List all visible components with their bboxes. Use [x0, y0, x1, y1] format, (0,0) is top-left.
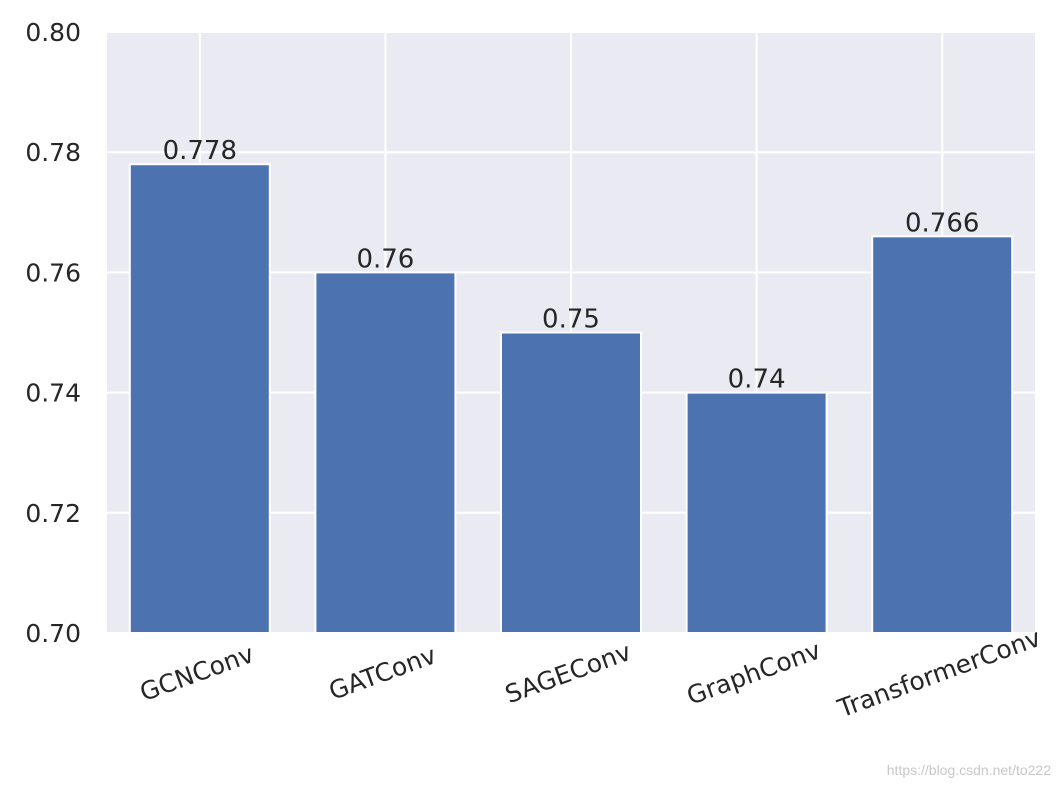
y-tick-label: 0.74 [25, 379, 81, 408]
bars [128, 163, 1014, 634]
y-tick-label: 0.72 [25, 499, 81, 528]
bar-value-label: 0.766 [905, 208, 979, 238]
bar [685, 391, 828, 634]
x-tick-label: GATConv [325, 640, 440, 706]
watermark: https://blog.csdn.net/to222 [886, 762, 1051, 778]
bar-value-label: 0.74 [728, 365, 786, 395]
bar-value-label: 0.75 [542, 305, 600, 335]
y-tick-label: 0.70 [25, 619, 81, 648]
bar [500, 331, 642, 634]
y-axis-ticks: 0.70 0.72 0.74 0.76 0.78 0.80 [25, 18, 81, 648]
bar [128, 163, 271, 634]
bar [314, 271, 457, 634]
bar [871, 235, 1014, 634]
y-tick-label: 0.78 [25, 138, 81, 167]
y-tick-label: 0.80 [25, 18, 81, 47]
x-tick-label: GCNConv [136, 639, 258, 707]
y-tick-label: 0.76 [25, 258, 81, 287]
data-labels: 0.778 0.76 0.75 0.74 0.766 [163, 136, 980, 394]
bar-value-label: 0.76 [356, 244, 414, 274]
x-tick-label: SAGEConv [501, 637, 635, 709]
x-tick-label: TransformerConv [833, 623, 1045, 724]
x-axis-ticks: GCNConv GATConv SAGEConv GraphConv Transform… [136, 623, 1045, 724]
bar-value-label: 0.778 [163, 136, 237, 166]
x-tick-label: GraphConv [683, 635, 825, 710]
